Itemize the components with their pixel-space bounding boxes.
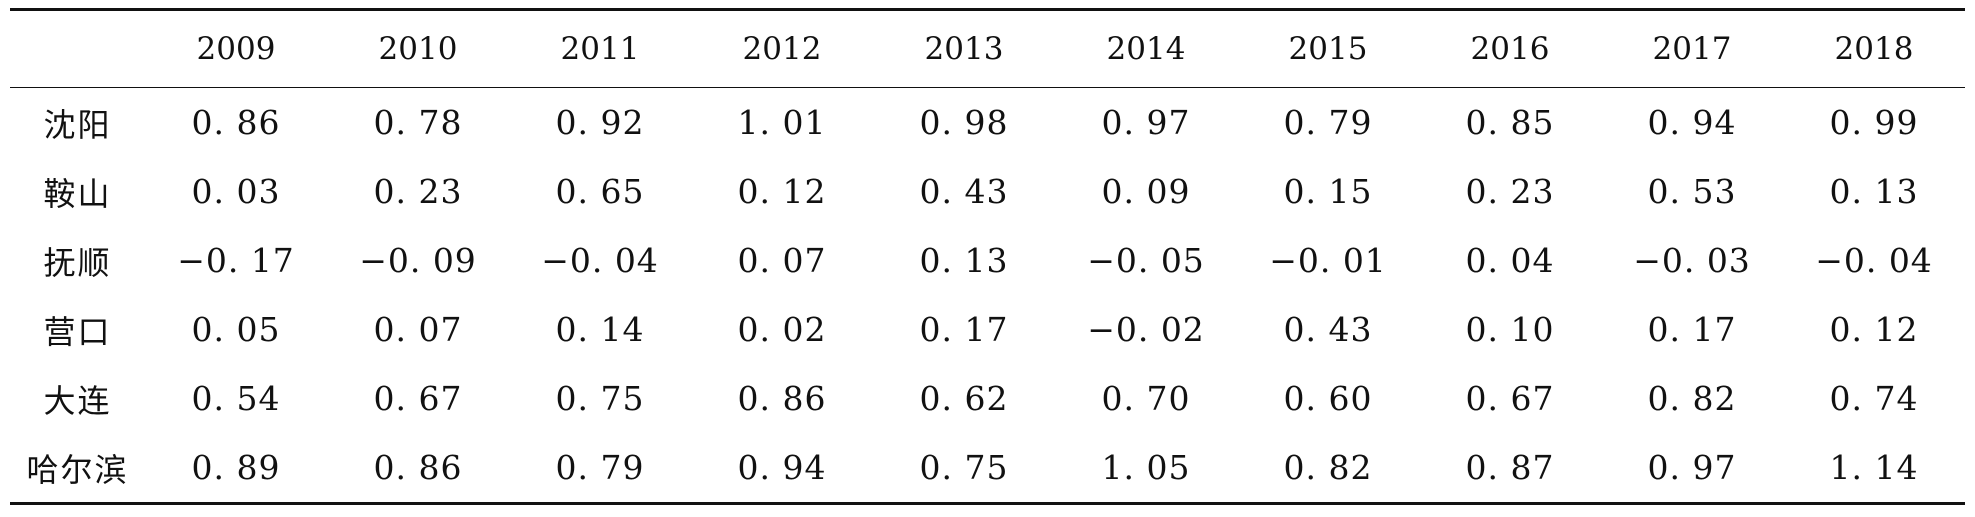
table-cell: 0. 99 (1829, 103, 1919, 142)
table-cell: 0. 79 (509, 433, 691, 505)
table-cell: 0. 13 (919, 241, 1009, 280)
table-header: 2009 2010 2011 2012 2013 2014 2015 2016 … (10, 8, 1965, 88)
data-table-container: 2009 2010 2011 2012 2013 2014 2015 2016 … (10, 8, 1965, 505)
table-cell: −0. 02 (1087, 310, 1205, 349)
table-cell: 0. 97 (1101, 103, 1191, 142)
table-cell: 0. 97 (1601, 433, 1783, 505)
row-label: 抚顺 (43, 243, 112, 282)
table-row: 沈阳 0. 86 0. 78 0. 92 1. 01 0. 98 0. 97 0… (10, 88, 1965, 158)
table-cell: 0. 05 (191, 310, 281, 349)
header-row: 2009 2010 2011 2012 2013 2014 2015 2016 … (10, 8, 1965, 88)
table-cell: 0. 02 (737, 310, 827, 349)
table-cell: 0. 12 (737, 172, 827, 211)
table-cell: 0. 70 (1101, 379, 1191, 418)
column-header: 2009 (145, 8, 327, 88)
table-cell: 0. 23 (373, 172, 463, 211)
table-cell: 0. 86 (191, 103, 281, 142)
table-cell: 0. 04 (1465, 241, 1555, 280)
corner-cell (10, 8, 145, 88)
column-header: 2011 (509, 8, 691, 88)
table-row: 营口 0. 05 0. 07 0. 14 0. 02 0. 17 −0. 02 … (10, 295, 1965, 364)
table-cell: 0. 86 (737, 379, 827, 418)
table-cell: −0. 09 (359, 241, 477, 280)
row-label: 营口 (43, 312, 112, 351)
table-row: 大连 0. 54 0. 67 0. 75 0. 86 0. 62 0. 70 0… (10, 364, 1965, 433)
table-cell: 0. 15 (1283, 172, 1373, 211)
table-cell: −0. 01 (1269, 241, 1387, 280)
column-header: 2015 (1237, 8, 1419, 88)
table-cell: 0. 12 (1829, 310, 1919, 349)
column-header: 2018 (1783, 8, 1965, 88)
column-header: 2014 (1055, 8, 1237, 88)
table-cell: −0. 05 (1087, 241, 1205, 280)
table-cell: 0. 74 (1829, 379, 1919, 418)
table-cell: 0. 65 (555, 172, 645, 211)
table-cell: 0. 67 (373, 379, 463, 418)
table-cell: 0. 78 (373, 103, 463, 142)
row-label: 沈阳 (43, 105, 112, 144)
table-cell: 0. 85 (1465, 103, 1555, 142)
table-row: 哈尔滨 0. 89 0. 86 0. 79 0. 94 0. 75 1. 05 … (10, 433, 1965, 505)
table-cell: 0. 82 (1237, 433, 1419, 505)
table-cell: 1. 05 (1055, 433, 1237, 505)
table-cell: 0. 09 (1101, 172, 1191, 211)
table-row: 鞍山 0. 03 0. 23 0. 65 0. 12 0. 43 0. 09 0… (10, 157, 1965, 226)
table-cell: 0. 82 (1647, 379, 1737, 418)
data-table: 2009 2010 2011 2012 2013 2014 2015 2016 … (10, 8, 1965, 505)
table-cell: 0. 75 (555, 379, 645, 418)
table-cell: −0. 17 (177, 241, 295, 280)
table-cell: 0. 92 (555, 103, 645, 142)
column-header: 2017 (1601, 8, 1783, 88)
table-cell: 0. 03 (191, 172, 281, 211)
column-header: 2013 (873, 8, 1055, 88)
table-cell: 0. 94 (1647, 103, 1737, 142)
table-cell: 0. 60 (1283, 379, 1373, 418)
table-cell: 0. 13 (1829, 172, 1919, 211)
table-cell: 0. 86 (327, 433, 509, 505)
table-cell: 0. 14 (555, 310, 645, 349)
table-cell: 0. 79 (1283, 103, 1373, 142)
table-cell: 1. 14 (1783, 433, 1965, 505)
table-cell: −0. 04 (1815, 241, 1933, 280)
table-row: 抚顺 −0. 17 −0. 09 −0. 04 0. 07 0. 13 −0. … (10, 226, 1965, 295)
table-cell: 0. 98 (919, 103, 1009, 142)
column-header: 2010 (327, 8, 509, 88)
table-cell: 0. 75 (873, 433, 1055, 505)
table-body: 沈阳 0. 86 0. 78 0. 92 1. 01 0. 98 0. 97 0… (10, 88, 1965, 505)
row-label: 鞍山 (43, 174, 112, 213)
row-label: 哈尔滨 (10, 433, 145, 505)
table-cell: 0. 54 (191, 379, 281, 418)
table-cell: 0. 07 (737, 241, 827, 280)
table-cell: 0. 94 (691, 433, 873, 505)
row-label: 大连 (43, 381, 112, 420)
table-cell: 0. 10 (1465, 310, 1555, 349)
table-cell: 0. 53 (1647, 172, 1737, 211)
table-cell: 0. 43 (919, 172, 1009, 211)
table-cell: 0. 87 (1419, 433, 1601, 505)
column-header: 2016 (1419, 8, 1601, 88)
table-cell: 0. 07 (373, 310, 463, 349)
table-cell: 0. 62 (919, 379, 1009, 418)
table-cell: 0. 17 (919, 310, 1009, 349)
table-cell: 0. 23 (1465, 172, 1555, 211)
column-header: 2012 (691, 8, 873, 88)
table-cell: 0. 67 (1465, 379, 1555, 418)
table-cell: 0. 89 (145, 433, 327, 505)
table-cell: 0. 43 (1283, 310, 1373, 349)
table-cell: −0. 04 (541, 241, 659, 280)
table-cell: 1. 01 (737, 103, 827, 142)
table-cell: 0. 17 (1647, 310, 1737, 349)
table-cell: −0. 03 (1633, 241, 1751, 280)
